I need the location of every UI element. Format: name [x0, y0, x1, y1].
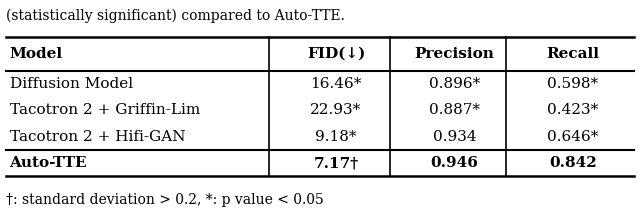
Text: Model: Model [10, 47, 63, 61]
Text: Tacotron 2 + Griffin-Lim: Tacotron 2 + Griffin-Lim [10, 103, 200, 117]
Text: 0.598*: 0.598* [547, 77, 598, 91]
Text: †: standard deviation > 0.2, *: p value < 0.05: †: standard deviation > 0.2, *: p value … [6, 193, 324, 207]
Text: 16.46*: 16.46* [310, 77, 362, 91]
Text: Recall: Recall [547, 47, 599, 61]
Text: 7.17†: 7.17† [314, 156, 358, 170]
Text: 0.842: 0.842 [549, 156, 596, 170]
Text: 0.423*: 0.423* [547, 103, 598, 117]
Text: 0.896*: 0.896* [429, 77, 480, 91]
Text: 9.18*: 9.18* [316, 130, 356, 144]
Text: 0.946: 0.946 [431, 156, 478, 170]
Text: Diffusion Model: Diffusion Model [10, 77, 132, 91]
Text: (statistically significant) compared to Auto-TTE.: (statistically significant) compared to … [6, 9, 345, 23]
Text: FID(↓): FID(↓) [307, 47, 365, 61]
Text: Tacotron 2 + Hifi-GAN: Tacotron 2 + Hifi-GAN [10, 130, 185, 144]
Text: 0.646*: 0.646* [547, 130, 598, 144]
Text: 0.934: 0.934 [433, 130, 476, 144]
Text: 0.887*: 0.887* [429, 103, 480, 117]
Text: 22.93*: 22.93* [310, 103, 362, 117]
Text: Precision: Precision [415, 47, 494, 61]
Text: Auto-TTE: Auto-TTE [10, 156, 87, 170]
